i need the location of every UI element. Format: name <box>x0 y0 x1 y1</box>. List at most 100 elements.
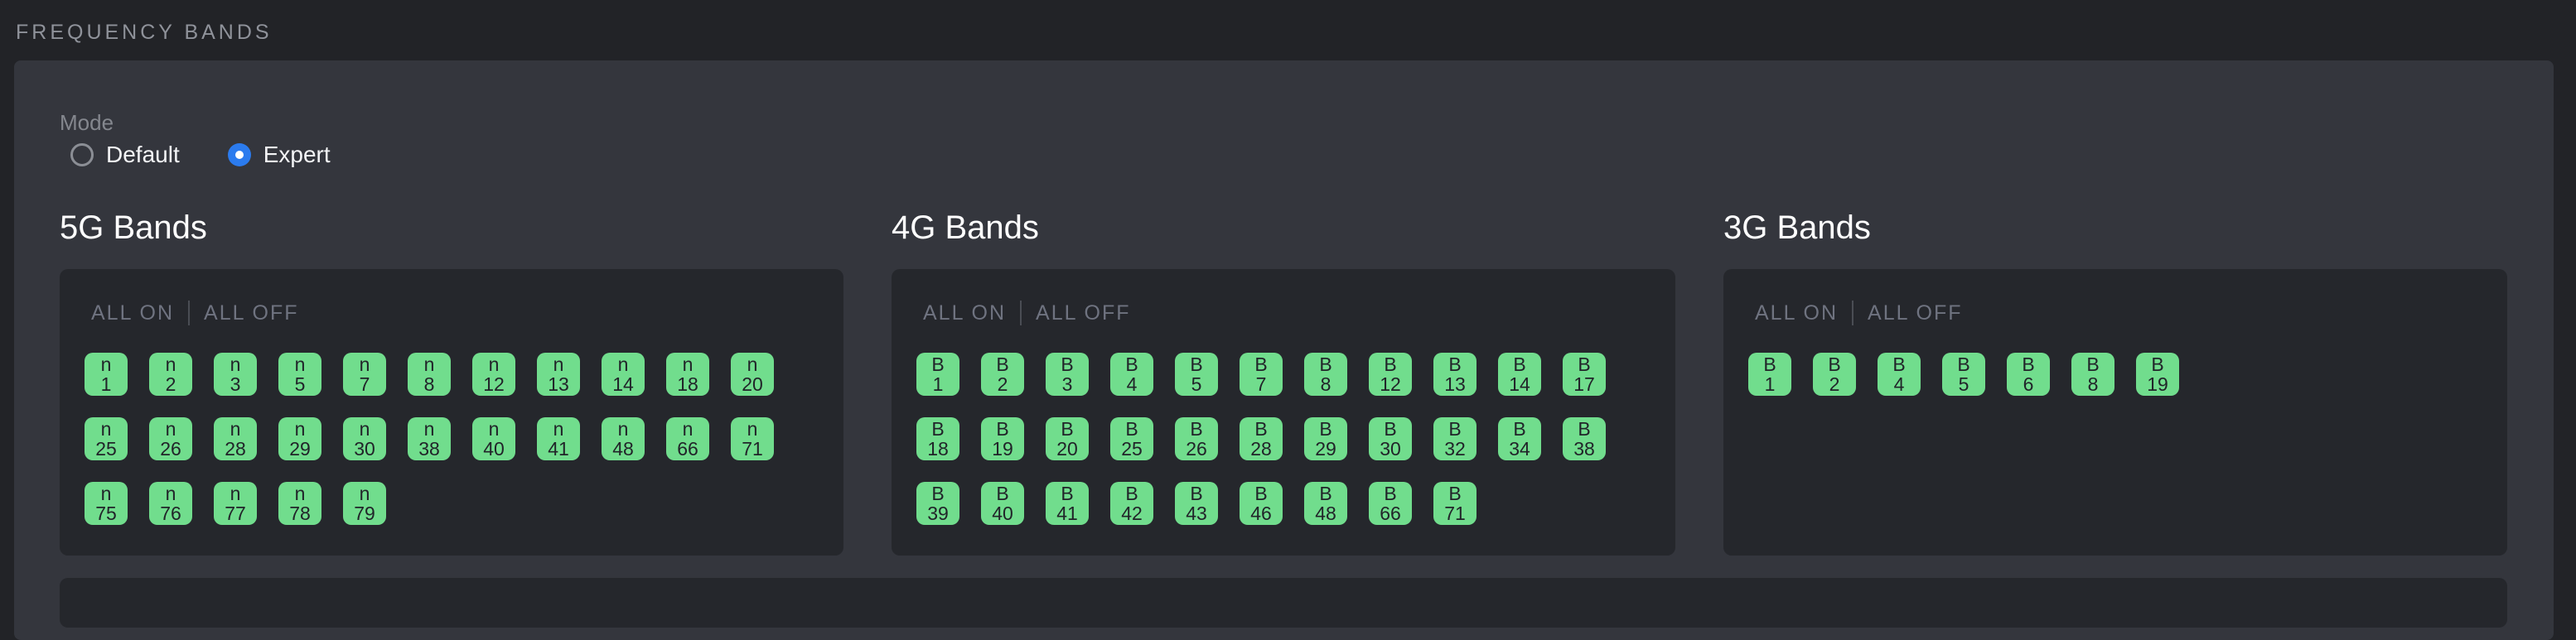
radio-default-icon[interactable] <box>70 143 94 166</box>
band-panel: ALL ON ALL OFF n 1 n 2 n 3 n 5 n 7 n 8 n 12 n 13 n 14 n 18 n… <box>60 269 843 556</box>
band-chip-B20[interactable]: B 20 <box>1046 417 1089 460</box>
band-chip-B71[interactable]: B 71 <box>1433 482 1476 525</box>
band-chip-n41[interactable]: n 41 <box>537 417 580 460</box>
band-chip-n77[interactable]: n 77 <box>214 482 257 525</box>
band-chip-B38[interactable]: B 38 <box>1563 417 1606 460</box>
band-chip-n20[interactable]: n 20 <box>731 353 774 396</box>
frequency-bands-card: Mode Default Expert 5G Bands ALL ON ALL … <box>14 60 2554 640</box>
band-chip-B29[interactable]: B 29 <box>1304 417 1347 460</box>
band-chip-B17[interactable]: B 17 <box>1563 353 1606 396</box>
band-chip-B13[interactable]: B 13 <box>1433 353 1476 396</box>
all-controls: ALL ON ALL OFF <box>923 301 1650 325</box>
band-chip-n30[interactable]: n 30 <box>343 417 386 460</box>
section-title: 4G Bands <box>892 209 1039 246</box>
all-off-button[interactable]: ALL OFF <box>1868 301 1963 325</box>
band-chip-grid: B 1 B 2 B 4 B 5 B 6 B 8 B 19 <box>1748 353 2482 396</box>
band-panel: ALL ON ALL OFF B 1 B 2 B 3 B 4 B 5 B 7 B 8 B 12 B 13 B 14 B 1… <box>892 269 1675 556</box>
band-chip-B12[interactable]: B 12 <box>1369 353 1412 396</box>
band-chip-grid: B 1 B 2 B 3 B 4 B 5 B 7 B 8 B 12 B 13 B 14 B 17 B 18 B 19 B 20 B 25 B 2… <box>916 353 1650 525</box>
band-chip-B40[interactable]: B 40 <box>981 482 1024 525</box>
all-controls: ALL ON ALL OFF <box>1755 301 2482 325</box>
section-title: 3G Bands <box>1723 209 1871 246</box>
mode-label: Mode <box>60 110 114 135</box>
divider <box>188 301 191 325</box>
band-chip-n38[interactable]: n 38 <box>408 417 451 460</box>
band-chip-B66[interactable]: B 66 <box>1369 482 1412 525</box>
band-chip-B41[interactable]: B 41 <box>1046 482 1089 525</box>
band-chip-B19[interactable]: B 19 <box>2136 353 2179 396</box>
band-chip-n12[interactable]: n 12 <box>472 353 515 396</box>
section-3g-bands: 3G Bands ALL ON ALL OFF B 1 B 2 B 4 B 5 B 6 B 8 B 19 <box>1723 208 2507 556</box>
band-chip-B30[interactable]: B 30 <box>1369 417 1412 460</box>
all-on-button[interactable]: ALL ON <box>923 301 1007 325</box>
band-chip-n79[interactable]: n 79 <box>343 482 386 525</box>
page-title: FREQUENCY BANDS <box>16 21 273 44</box>
band-chip-B19[interactable]: B 19 <box>981 417 1024 460</box>
band-chip-B25[interactable]: B 25 <box>1110 417 1153 460</box>
band-chip-n14[interactable]: n 14 <box>602 353 645 396</box>
all-on-button[interactable]: ALL ON <box>1755 301 1839 325</box>
mode-option-expert-label: Expert <box>263 142 331 167</box>
mode-option-expert[interactable]: Expert <box>227 142 331 168</box>
band-chip-B48[interactable]: B 48 <box>1304 482 1347 525</box>
band-sections-row: 5G Bands ALL ON ALL OFF n 1 n 2 n 3 n 5 n 7 n 8 n 12 n… <box>60 208 2554 556</box>
mode-option-default[interactable]: Default <box>70 142 180 168</box>
band-chip-B39[interactable]: B 39 <box>916 482 959 525</box>
mode-option-default-label: Default <box>106 142 180 167</box>
band-chip-B28[interactable]: B 28 <box>1240 417 1283 460</box>
band-chip-n28[interactable]: n 28 <box>214 417 257 460</box>
band-chip-n66[interactable]: n 66 <box>666 417 709 460</box>
band-chip-B43[interactable]: B 43 <box>1175 482 1218 525</box>
band-chip-B32[interactable]: B 32 <box>1433 417 1476 460</box>
all-on-button[interactable]: ALL ON <box>91 301 175 325</box>
band-chip-n48[interactable]: n 48 <box>602 417 645 460</box>
band-chip-n26[interactable]: n 26 <box>149 417 192 460</box>
all-off-button[interactable]: ALL OFF <box>1036 301 1131 325</box>
band-chip-B42[interactable]: B 42 <box>1110 482 1153 525</box>
band-chip-n71[interactable]: n 71 <box>731 417 774 460</box>
all-controls: ALL ON ALL OFF <box>91 301 819 325</box>
band-chip-B46[interactable]: B 46 <box>1240 482 1283 525</box>
band-panel: ALL ON ALL OFF B 1 B 2 B 4 B 5 B 6 B 8 B 19 <box>1723 269 2507 556</box>
section-5g-bands: 5G Bands ALL ON ALL OFF n 1 n 2 n 3 n 5 n 7 n 8 n 12 n… <box>60 208 843 556</box>
band-chip-B18[interactable]: B 18 <box>916 417 959 460</box>
section-title: 5G Bands <box>60 209 207 246</box>
band-chip-n25[interactable]: n 25 <box>85 417 128 460</box>
band-chip-n78[interactable]: n 78 <box>278 482 321 525</box>
next-section-panel <box>60 578 2507 628</box>
band-chip-n29[interactable]: n 29 <box>278 417 321 460</box>
all-off-button[interactable]: ALL OFF <box>204 301 299 325</box>
band-chip-B34[interactable]: B 34 <box>1498 417 1541 460</box>
divider <box>1020 301 1022 325</box>
band-chip-B14[interactable]: B 14 <box>1498 353 1541 396</box>
band-chip-grid: n 1 n 2 n 3 n 5 n 7 n 8 n 12 n 13 n 14 n 18 n 20 n 25 n 26 n 28 n 29 n… <box>85 353 819 525</box>
band-chip-B26[interactable]: B 26 <box>1175 417 1218 460</box>
band-chip-n75[interactable]: n 75 <box>85 482 128 525</box>
band-chip-n18[interactable]: n 18 <box>666 353 709 396</box>
band-chip-n76[interactable]: n 76 <box>149 482 192 525</box>
band-chip-n40[interactable]: n 40 <box>472 417 515 460</box>
divider <box>1852 301 1854 325</box>
radio-expert-icon[interactable] <box>227 143 251 166</box>
band-chip-n13[interactable]: n 13 <box>537 353 580 396</box>
